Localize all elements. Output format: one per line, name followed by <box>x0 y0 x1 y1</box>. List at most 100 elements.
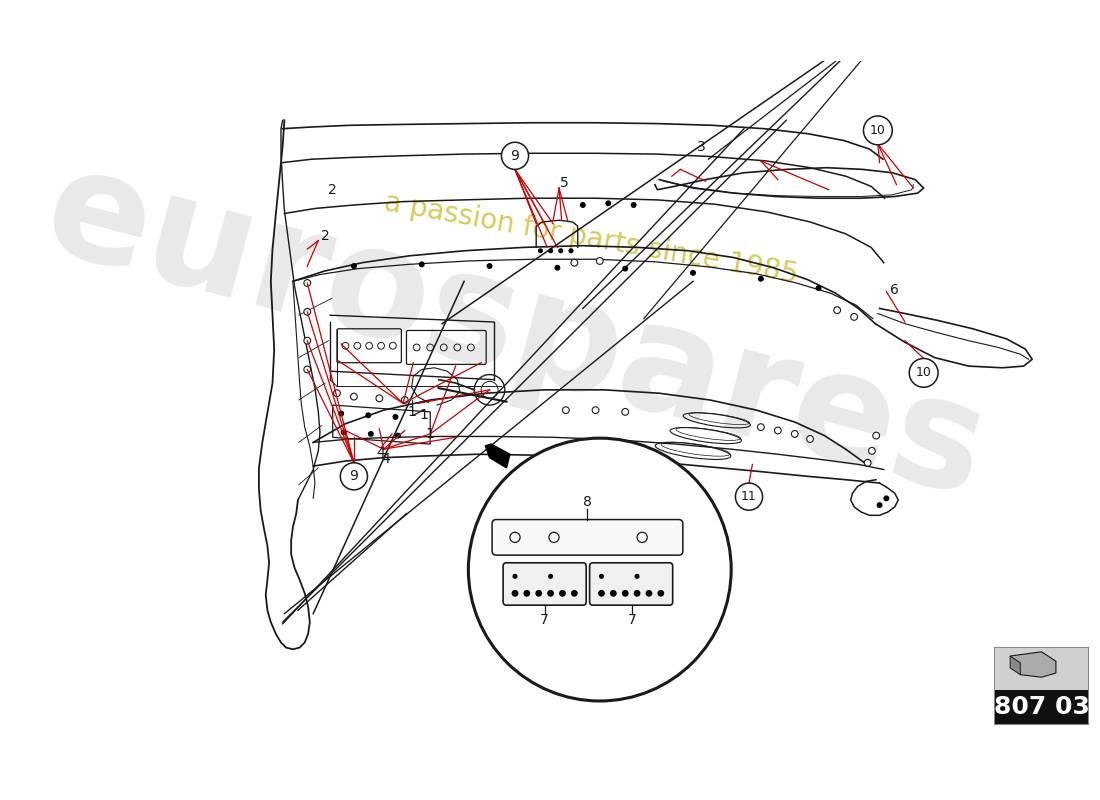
Circle shape <box>554 265 560 270</box>
Text: 10: 10 <box>870 124 886 137</box>
Text: 7: 7 <box>540 614 549 627</box>
Circle shape <box>634 590 640 597</box>
Circle shape <box>549 532 559 542</box>
Circle shape <box>395 433 402 438</box>
Text: 9: 9 <box>510 149 519 163</box>
Circle shape <box>774 427 781 434</box>
Text: 1: 1 <box>419 408 428 422</box>
Circle shape <box>558 248 563 254</box>
Circle shape <box>758 276 763 282</box>
Circle shape <box>571 590 578 597</box>
Circle shape <box>834 306 840 314</box>
Circle shape <box>872 432 880 439</box>
Circle shape <box>791 430 799 438</box>
Text: 1: 1 <box>407 405 416 419</box>
Circle shape <box>340 462 367 490</box>
Text: 8: 8 <box>583 494 592 509</box>
FancyBboxPatch shape <box>590 562 673 605</box>
Circle shape <box>512 590 518 597</box>
Circle shape <box>609 590 617 597</box>
Circle shape <box>367 431 374 437</box>
Text: 2: 2 <box>321 229 329 242</box>
Circle shape <box>630 202 637 208</box>
Circle shape <box>596 258 603 264</box>
Circle shape <box>524 590 530 597</box>
Text: 1: 1 <box>426 427 434 441</box>
Circle shape <box>877 502 882 508</box>
Circle shape <box>623 266 628 271</box>
Text: 11: 11 <box>741 490 757 503</box>
Text: a passion for parts since 1985: a passion for parts since 1985 <box>382 189 801 289</box>
Circle shape <box>635 574 639 579</box>
Circle shape <box>402 397 408 403</box>
Text: eurospares: eurospares <box>30 135 1001 529</box>
Circle shape <box>333 390 340 397</box>
Circle shape <box>598 590 605 597</box>
Circle shape <box>376 395 383 402</box>
Circle shape <box>621 590 628 597</box>
Circle shape <box>365 412 372 418</box>
Circle shape <box>502 142 529 170</box>
Text: 10: 10 <box>915 366 932 379</box>
Circle shape <box>338 410 344 417</box>
Circle shape <box>646 590 652 597</box>
Circle shape <box>559 590 565 597</box>
FancyBboxPatch shape <box>503 562 586 605</box>
Polygon shape <box>1010 652 1056 678</box>
Circle shape <box>592 406 598 414</box>
Circle shape <box>758 424 764 430</box>
Circle shape <box>658 590 664 597</box>
Circle shape <box>469 438 732 701</box>
Circle shape <box>486 263 493 269</box>
Circle shape <box>304 280 310 286</box>
Text: 5: 5 <box>560 176 569 190</box>
Circle shape <box>569 248 573 254</box>
Text: 7: 7 <box>628 614 637 627</box>
Circle shape <box>580 202 586 208</box>
Circle shape <box>621 409 628 415</box>
Circle shape <box>865 459 871 466</box>
Circle shape <box>690 270 696 276</box>
Circle shape <box>341 430 346 435</box>
Circle shape <box>571 259 578 266</box>
FancyBboxPatch shape <box>994 647 1088 724</box>
FancyBboxPatch shape <box>994 690 1088 724</box>
Text: 807 03: 807 03 <box>993 695 1089 719</box>
Polygon shape <box>1010 656 1021 674</box>
Circle shape <box>304 366 310 373</box>
Text: 9: 9 <box>350 470 359 483</box>
Text: 4: 4 <box>382 452 390 466</box>
Circle shape <box>304 338 310 344</box>
Circle shape <box>393 414 398 420</box>
Text: 6: 6 <box>890 282 900 297</box>
Circle shape <box>736 483 762 510</box>
Circle shape <box>513 574 517 579</box>
Circle shape <box>806 436 813 442</box>
Circle shape <box>598 574 604 579</box>
Text: 3: 3 <box>697 140 706 154</box>
Circle shape <box>536 590 542 597</box>
Circle shape <box>864 116 892 145</box>
Circle shape <box>548 248 553 254</box>
Polygon shape <box>485 444 510 468</box>
Circle shape <box>562 406 570 414</box>
Circle shape <box>850 314 858 320</box>
Circle shape <box>304 309 310 315</box>
Circle shape <box>547 590 554 597</box>
Circle shape <box>815 285 822 291</box>
FancyBboxPatch shape <box>994 647 1088 690</box>
Circle shape <box>548 574 553 579</box>
Text: 2: 2 <box>328 182 337 197</box>
FancyBboxPatch shape <box>492 519 683 555</box>
Circle shape <box>351 263 356 269</box>
Circle shape <box>637 532 647 542</box>
Circle shape <box>869 447 876 454</box>
Circle shape <box>351 394 358 400</box>
Circle shape <box>510 532 520 542</box>
Circle shape <box>419 262 425 267</box>
Circle shape <box>910 358 938 387</box>
Circle shape <box>538 248 543 254</box>
Circle shape <box>605 200 612 206</box>
Circle shape <box>883 495 889 502</box>
Text: 4: 4 <box>376 446 385 459</box>
